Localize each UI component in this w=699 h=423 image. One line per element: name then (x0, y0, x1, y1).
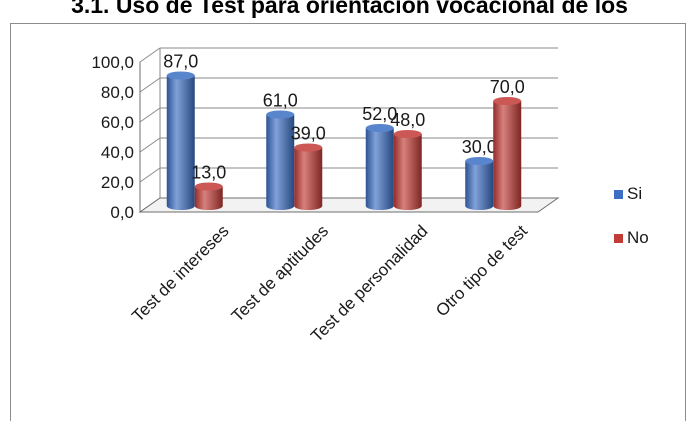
data-label: 39,0 (291, 124, 326, 144)
grid-connector (139, 167, 161, 183)
grid-connector (139, 137, 161, 153)
bar-top-no-2 (393, 130, 422, 138)
chart-floor (138, 197, 560, 213)
data-label: 48,0 (390, 110, 425, 130)
bar-no-3 (493, 101, 522, 210)
bar-si-2 (365, 128, 394, 210)
legend-swatch-si (614, 190, 623, 199)
y-tick-label: 60,0 (101, 113, 134, 132)
grid-connector (139, 77, 161, 93)
bar-top-no-0 (194, 182, 223, 191)
y-tick-label: 0,0 (110, 203, 134, 222)
chart-frame (10, 23, 686, 421)
bar-top-si-0 (166, 71, 195, 80)
data-label: 87,0 (163, 52, 198, 72)
bar-si-3 (465, 161, 494, 210)
x-tick-label: Test de aptitudes (228, 221, 332, 325)
data-label: 70,0 (490, 77, 525, 97)
data-label: 52,0 (362, 104, 397, 124)
legend-swatch-no (614, 234, 623, 243)
data-label: 61,0 (263, 91, 298, 111)
x-tick-label: Test de intereses (128, 221, 232, 325)
grid-connector (139, 107, 161, 123)
legend-label-si: Si (627, 184, 642, 203)
bar-top-si-3 (465, 157, 494, 165)
data-label: 30,0 (462, 137, 497, 157)
legend-label-no: No (627, 228, 649, 247)
bar-top-si-1 (266, 110, 295, 119)
y-tick-label: 20,0 (101, 173, 134, 192)
y-tick-label: 100,0 (91, 53, 134, 72)
y-tick-label: 80,0 (101, 83, 134, 102)
bar-si-0 (166, 75, 195, 210)
bar-no-1 (294, 147, 323, 210)
grid-connector (139, 47, 161, 63)
x-tick-label: Otro tipo de test (432, 221, 531, 320)
y-tick-label: 40,0 (101, 143, 134, 162)
bar-no-0 (194, 186, 223, 210)
bar-top-si-2 (365, 124, 394, 132)
figure-heading: 3.1. Uso de Test para orientación vocaci… (71, 0, 628, 18)
bar-top-no-3 (493, 97, 522, 105)
bar-si-1 (266, 114, 295, 210)
bar-top-no-1 (294, 143, 323, 152)
bar-no-2 (393, 134, 422, 210)
data-label: 13,0 (191, 163, 226, 183)
